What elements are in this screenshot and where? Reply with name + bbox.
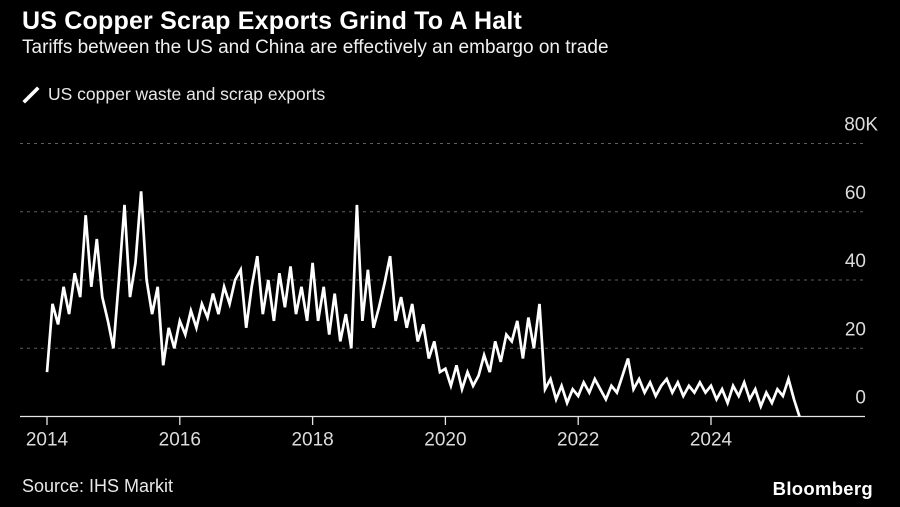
y-axis-label-60: 60 [845, 183, 866, 204]
legend: US copper waste and scrap exports [22, 84, 325, 105]
x-tick-label-2022: 2022 [557, 430, 599, 451]
source-label: Source: IHS Markit [22, 476, 174, 496]
y-axis-label-80K: 80K [844, 115, 878, 136]
y-axis-label-0: 0 [855, 388, 866, 409]
y-axis-label-20: 20 [845, 319, 866, 340]
y-axis-label-40: 40 [845, 251, 866, 272]
x-tick-label-2024: 2024 [690, 430, 733, 451]
x-tick-label-2020: 2020 [424, 430, 466, 451]
bloomberg-logo: Bloomberg [772, 478, 873, 499]
chart-title: US Copper Scrap Exports Grind To A Halt [22, 7, 522, 35]
x-tick-label-2018: 2018 [291, 430, 333, 451]
x-tick-label-2014: 2014 [26, 430, 69, 451]
series-line [45, 191, 801, 417]
legend-label: US copper waste and scrap exports [48, 84, 326, 104]
line-slash-icon [22, 85, 40, 104]
chart-subtitle: Tariffs between the US and China are eff… [22, 37, 609, 58]
x-tick-label-2016: 2016 [159, 430, 201, 451]
